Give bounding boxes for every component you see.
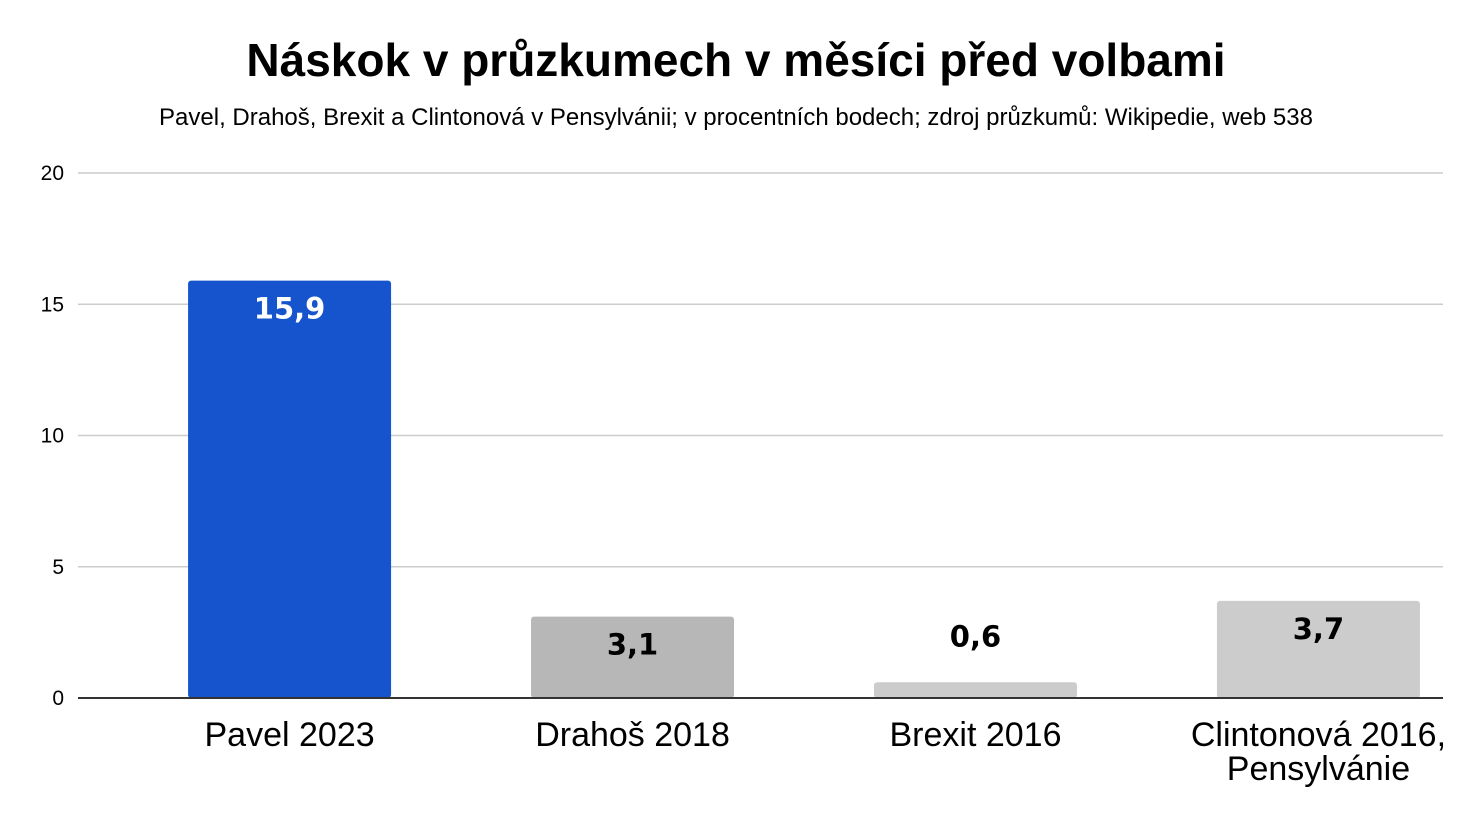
bar xyxy=(1216,600,1420,698)
x-tick-label: Pensylvánie xyxy=(1227,750,1410,788)
data-label: 15,9 xyxy=(254,292,326,326)
y-tick-label: 10 xyxy=(41,425,64,448)
bars xyxy=(188,280,1420,698)
data-label: 0,6 xyxy=(950,619,1001,653)
x-axis-labels: Pavel 2023 Drahoš 2018 Brexit 2016 Clintono… xyxy=(205,716,1447,788)
bar xyxy=(873,682,1077,698)
y-axis-ticks: 0 5 10 15 20 xyxy=(41,162,64,710)
bar xyxy=(188,280,392,698)
y-tick-label: 15 xyxy=(41,293,64,316)
data-labels: 15,9 3,1 0,6 3,7 xyxy=(254,292,1344,662)
y-tick-label: 20 xyxy=(41,162,64,185)
x-tick-label: Pavel 2023 xyxy=(205,716,375,754)
data-label: 3,7 xyxy=(1293,612,1344,646)
x-tick-label: Drahoš 2018 xyxy=(535,716,730,754)
x-tick-label: Clintonová 2016, xyxy=(1191,716,1446,754)
chart-title: Náskok v průzkumech v měsíci před volbam… xyxy=(246,34,1226,86)
y-tick-label: 0 xyxy=(52,687,64,710)
x-tick-label: Brexit 2016 xyxy=(889,716,1061,754)
y-tick-label: 5 xyxy=(52,556,64,579)
chart-subtitle: Pavel, Drahoš, Brexit a Clintonová v Pen… xyxy=(159,104,1313,131)
bar xyxy=(531,616,735,698)
data-label: 3,1 xyxy=(607,628,658,662)
